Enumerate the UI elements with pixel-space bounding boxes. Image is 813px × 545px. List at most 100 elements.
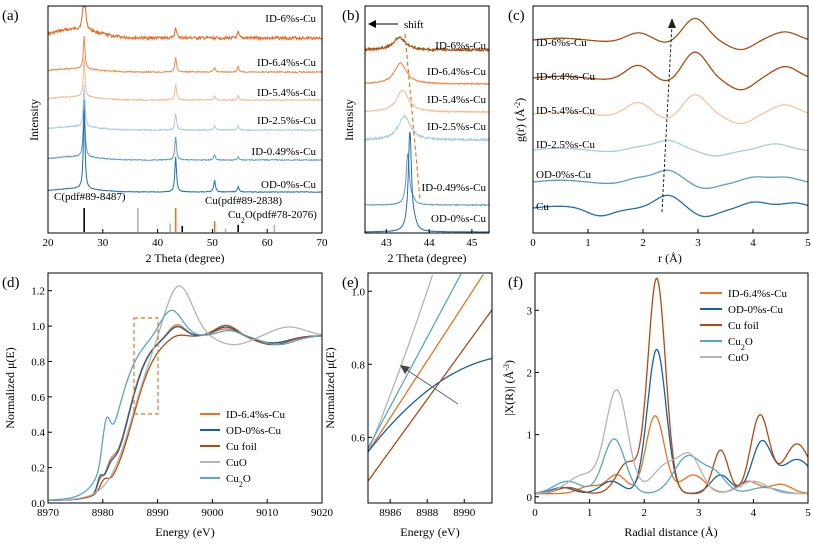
f-legend: ID-6.4%s-Cu OD-0%s-Cu Cu foil Cu2O CuO xyxy=(700,288,787,364)
e-ytick-label-2: 1.0 xyxy=(351,286,365,298)
b-series-1 xyxy=(364,61,490,86)
d-ytick-label-5: 1.0 xyxy=(31,321,45,333)
c-trend-dashed-line xyxy=(661,23,673,213)
d-xtick-label-4: 9010 xyxy=(256,507,279,519)
d-series-4 xyxy=(48,309,322,501)
f-legend-label-4: CuO xyxy=(728,352,749,364)
f-ytick-label-3: 3 xyxy=(527,305,533,317)
a-label-049: ID-0.49%s-Cu xyxy=(252,146,317,158)
e-series-0 xyxy=(367,274,434,453)
b-xtick-label-1: 44 xyxy=(424,237,436,249)
panel-f-plot xyxy=(534,277,809,495)
f-xtick-label-1: 1 xyxy=(587,507,593,519)
c-series-0 xyxy=(532,17,809,51)
panel-d-label: (d) xyxy=(2,275,20,291)
f-legend-label-2: Cu foil xyxy=(728,320,759,332)
a-series-5 xyxy=(47,109,323,193)
panel-a-ylabel: Intensity xyxy=(27,99,41,141)
b-label-64: ID-6.4%s-Cu xyxy=(427,66,486,78)
d-series-3 xyxy=(48,285,323,501)
d-ytick-label-0: 0.0 xyxy=(31,498,45,510)
d-ytick-label-1: 0.2 xyxy=(31,463,45,475)
d-ytick-label-2: 0.4 xyxy=(31,427,45,439)
b-series-4 xyxy=(364,153,490,207)
panel-a: (a) 20 30 40 50 60 70 2 Theta (degree) Intens… xyxy=(2,5,329,265)
panel-a-xlabel: 2 Theta (degree) xyxy=(145,251,224,265)
c-xtick-label-3: 3 xyxy=(695,237,701,249)
c-xtick-label-5: 5 xyxy=(805,237,811,249)
panel-d-ylabel: Normalized μ(E) xyxy=(3,347,17,428)
b-label-od0: OD-0%s-Cu xyxy=(431,213,486,225)
c-series-4 xyxy=(532,169,809,190)
a-label-54: ID-5.4%s-Cu xyxy=(257,87,316,99)
panel-f-ylabel: |X(R)| (Å-3) xyxy=(502,360,517,416)
f-legend-label-1: OD-0%s-Cu xyxy=(728,304,783,316)
e-xtick-label-1: 8988 xyxy=(416,507,439,519)
panel-f-xlabel: Radial distance (Å) xyxy=(624,525,717,539)
e-xtick-label-2: 8990 xyxy=(453,507,476,519)
c-series-5 xyxy=(532,194,809,218)
d-legend-label-3: CuO xyxy=(226,457,247,469)
d-ytick-label-6: 1.2 xyxy=(31,286,45,298)
d-legend-label-1: OD-0%s-Cu xyxy=(226,425,281,437)
c-label-54: ID-5.4%s-Cu xyxy=(536,105,595,117)
panel-e-xlabel: Energy (eV) xyxy=(400,525,459,539)
panel-e: (e) 8986 8988 8990 0.6 0.8 1.0 Energy (eV) No… xyxy=(323,272,493,539)
a-xtick-label-3: 50 xyxy=(207,237,219,249)
f-ytick-label-1: 1 xyxy=(527,430,533,442)
panel-a-xticks: 20 30 40 50 60 70 xyxy=(43,229,329,249)
c-series-3 xyxy=(532,139,809,157)
b-label-25: ID-2.5%s-Cu xyxy=(427,121,486,133)
b-series-5 xyxy=(364,131,490,233)
a-xtick-label-5: 70 xyxy=(317,237,329,249)
b-series-3 xyxy=(364,114,490,143)
panel-d: (d) 8970 8980 8990 9000 9010 9020 0.0 0.2 0.4 0.6… xyxy=(2,272,334,539)
f-legend-label-3: Cu2O xyxy=(728,336,753,352)
a-series-4 xyxy=(47,99,322,162)
a-xtick-label-0: 20 xyxy=(43,237,55,249)
panel-f: (f) 0 1 2 3 4 5 0 1 2 3 Radial distance (Å) |X(R)… xyxy=(502,272,811,539)
panel-a-label: (a) xyxy=(2,8,19,24)
shift-arrowhead-icon xyxy=(368,20,376,28)
b-xtick-label-0: 43 xyxy=(381,237,393,249)
f-series-3 xyxy=(534,438,808,495)
c-trend-arrowhead-icon xyxy=(668,18,676,28)
b-label-049: ID-0.49%s-Cu xyxy=(422,182,487,194)
panel-c: (c) 0 1 2 3 4 5 r (Å) g(r) (Å-2) ID-6%s-Cu ID… xyxy=(508,5,811,265)
e-arrowhead-icon xyxy=(400,365,410,374)
panel-d-plot xyxy=(48,285,323,501)
d-legend: ID-6.4%s-Cu OD-0%s-Cu Cu foil CuO Cu2O xyxy=(200,409,285,489)
panel-b-plot xyxy=(364,35,490,233)
panel-b-frame xyxy=(364,5,490,234)
panel-c-xlabel: r (Å) xyxy=(658,251,682,265)
e-xtick-label-0: 8986 xyxy=(379,507,402,519)
c-series-2 xyxy=(532,94,809,125)
b-series-2 xyxy=(364,89,490,114)
panel-e-frame xyxy=(367,272,493,504)
f-ytick-label-2: 2 xyxy=(527,367,533,379)
panel-b-xlabel: 2 Theta (degree) xyxy=(387,251,466,265)
a-ref-c-label: C(pdf#89-8487) xyxy=(54,191,126,203)
a-xtick-label-2: 40 xyxy=(152,237,164,249)
panel-d-ticks: 8970 8980 8990 9000 9010 9020 0.0 0.2 0.4 0.6 0.8 1… xyxy=(31,286,333,519)
c-xtick-label-1: 1 xyxy=(585,237,591,249)
d-zoom-box xyxy=(133,317,159,415)
b-label-54: ID-5.4%s-Cu xyxy=(427,94,486,106)
f-xtick-label-0: 0 xyxy=(532,507,538,519)
c-label-od0: OD-0%s-Cu xyxy=(536,169,591,181)
panel-d-xlabel: Energy (eV) xyxy=(155,525,214,539)
d-legend-label-0: ID-6.4%s-Cu xyxy=(226,409,285,421)
panel-a-plot xyxy=(47,6,323,232)
a-series-0 xyxy=(47,6,323,42)
panel-c-plot xyxy=(532,17,809,218)
d-xtick-label-1: 8980 xyxy=(92,507,115,519)
e-ytick-label-1: 0.8 xyxy=(351,359,365,371)
panel-f-label: (f) xyxy=(508,275,523,291)
panel-b-ylabel: Intensity xyxy=(342,99,356,141)
e-series-4 xyxy=(367,309,493,482)
a-ref-cu2o-label: Cu2O(pdf#78-2076) xyxy=(228,209,317,225)
panel-d-frame xyxy=(47,272,323,504)
panel-b: (b) 43 44 45 2 Theta (degree) Intensity sh… xyxy=(342,5,490,265)
d-ytick-label-4: 0.8 xyxy=(31,356,45,368)
